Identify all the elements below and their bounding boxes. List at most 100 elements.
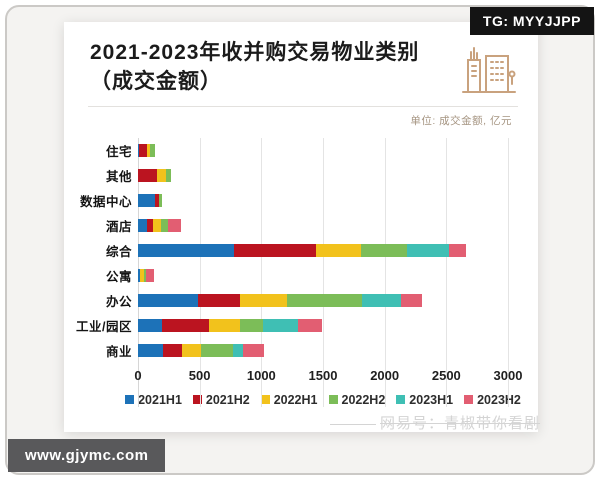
chart-row (138, 138, 508, 163)
legend-item: 2023H2 (464, 393, 521, 407)
title-line-1: 2021-2023年收并购交易物业类别 (90, 41, 420, 64)
legend-item: 2022H1 (260, 392, 318, 407)
bar-stack (138, 168, 508, 182)
chart-row (138, 238, 508, 263)
bar-segment-2023H2 (401, 293, 422, 307)
bar-rows (138, 138, 508, 363)
bar-segment-2023H1 (407, 243, 450, 257)
bar-segment-2023H2 (297, 318, 322, 332)
gridline (446, 137, 448, 407)
bar-segment-2022H2 (239, 318, 263, 332)
bar-segment-2021H1 (138, 343, 163, 357)
bar-segment-2023H2 (449, 243, 467, 257)
category-label: 住宅 (105, 144, 132, 159)
gridline (384, 137, 386, 407)
source-watermark: 网易号：青椒带你看剧 (330, 412, 540, 433)
bar-segment-2021H2 (147, 218, 154, 232)
bar-segment-2022H2 (200, 343, 233, 357)
bar-segment-2021H2 (162, 318, 209, 332)
chart-row (138, 213, 508, 238)
chart-row (138, 163, 508, 188)
bar-segment-2021H2 (198, 293, 241, 307)
x-axis: 0 500 1000 1500 2000 2500 3000 (134, 365, 522, 387)
bar-segment-2022H2 (361, 243, 408, 257)
bar-segment-2021H1 (138, 268, 141, 282)
bar-stack (138, 218, 508, 232)
bar-stack (138, 268, 508, 282)
bar-segment-2021H1 (138, 143, 140, 157)
category-label: 酒店 (105, 219, 132, 234)
x-tick-label: 2500 (431, 367, 461, 383)
bar-segment-2022H2 (150, 143, 156, 157)
legend-label: 2021H2 (205, 392, 250, 407)
bar-segment-2022H1 (240, 293, 288, 307)
plot-area: 0 500 1000 1500 2000 2500 3000 2021H1 2021H2 202… (125, 137, 522, 407)
category-label: 公寓 (105, 269, 132, 284)
legend-swatch (192, 395, 202, 405)
legend-swatch (328, 395, 338, 405)
category-label: 数据中心 (79, 194, 132, 209)
category-label: 综合 (105, 244, 132, 259)
bar-segment-2021H2 (234, 243, 316, 257)
bar-stack (138, 293, 508, 307)
bar-segment-2022H1 (208, 318, 240, 332)
stacked-bar-chart: 住宅 其他 数据中心 酒店 综合 公寓 办公 工业/园区 商业 0 500 1000 1500 2000… (74, 137, 530, 407)
x-tick-label: 1500 (308, 367, 338, 383)
bar-segment-2023H1 (361, 293, 402, 307)
category-label: 商业 (105, 344, 132, 359)
bar-segment-2021H2 (162, 343, 183, 357)
legend-label: 2023H1 (409, 392, 454, 407)
legend-label: 2022H2 (341, 392, 386, 407)
category-labels: 住宅其他数据中心酒店综合公寓办公工业/园区商业 (74, 138, 132, 407)
bar-segment-2022H2 (166, 168, 171, 182)
bar-stack (138, 143, 508, 157)
bar-stack (138, 243, 508, 257)
bar-segment-2021H2 (139, 143, 147, 157)
x-tick-label: 3000 (493, 367, 523, 383)
chart-row (138, 313, 508, 338)
x-tick-label: 500 (188, 367, 211, 383)
gridline (199, 137, 201, 407)
category-label: 办公 (105, 294, 132, 309)
legend: 2021H1 2021H2 2022H1 2022H2 2023H1 2023H2 (125, 392, 521, 407)
bar-segment-2022H1 (182, 343, 201, 357)
buildings-icon (462, 47, 516, 93)
tg-badge: TG: MYYJJPP (469, 7, 594, 35)
bar-segment-2022H1 (153, 218, 162, 232)
site-watermark: www.gjymc.com (8, 439, 166, 472)
title-line-2: （成交金额） (90, 70, 222, 94)
bar-segment-2022H2 (287, 293, 362, 307)
unit-note: 单位: 成交金额, 亿元 (410, 114, 512, 127)
gridline (508, 137, 509, 407)
title-divider (88, 105, 518, 107)
page-title: 2021-2023年收并购交易物业类别 （成交金额） (90, 38, 456, 97)
x-tick-label: 1000 (246, 367, 276, 383)
legend-item: 2021H1 (125, 393, 182, 407)
category-label: 其他 (105, 169, 132, 184)
bar-segment-2022H2 (158, 193, 163, 207)
bar-segment-2021H1 (138, 243, 235, 257)
chart-row (138, 288, 508, 313)
bar-segment-2021H1 (138, 193, 156, 207)
legend-swatch (464, 395, 474, 405)
bar-segment-2022H1 (146, 143, 151, 157)
bar-segment-2021H1 (138, 293, 199, 307)
x-tick-label: 0 (134, 367, 142, 383)
legend-label: 2021H1 (138, 392, 182, 407)
bar-segment-2021H2 (138, 168, 157, 182)
bar-segment-2023H1 (262, 318, 298, 332)
legend-item: 2022H2 (328, 392, 386, 407)
category-label: 工业/园区 (76, 319, 132, 334)
legend-label: 2023H2 (477, 392, 521, 407)
chart-row (138, 338, 508, 363)
legend-item: 2021H2 (192, 392, 250, 407)
bar-segment-2021H1 (138, 318, 163, 332)
chart-row (138, 188, 508, 213)
bar-segment-2023H2 (242, 343, 264, 357)
bar-segment-2022H2 (144, 268, 146, 282)
bar-segment-2022H1 (140, 268, 145, 282)
legend-label: 2022H1 (273, 392, 318, 407)
bar-stack (138, 318, 508, 332)
legend-swatch (125, 395, 135, 405)
infographic-card: 2021-2023年收并购交易物业类别 （成交金额） 单位: 成交金额, 亿元 … (64, 22, 538, 432)
